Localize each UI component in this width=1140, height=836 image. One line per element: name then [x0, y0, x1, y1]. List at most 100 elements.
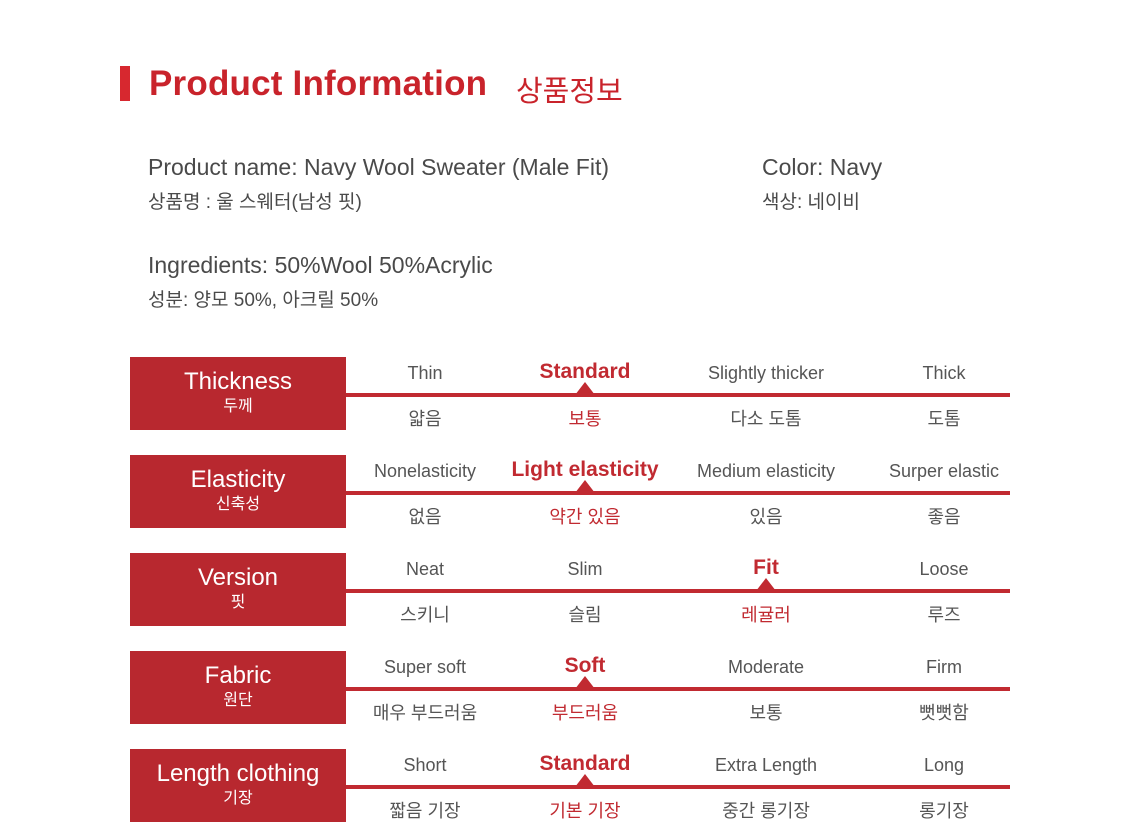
option-label-en: Neat — [405, 559, 445, 579]
scale-option: Firm 뻣뻣함 — [849, 651, 1039, 724]
scale-option: Long 롱기장 — [849, 749, 1039, 822]
option-label-ko: 롱기장 — [919, 801, 969, 821]
attribute-label-en: Elasticity — [190, 466, 286, 493]
option-label-ko: 뻣뻣함 — [919, 703, 969, 723]
option-label-en: Standard — [539, 360, 631, 383]
selected-triangle-icon — [756, 578, 776, 591]
option-label-en: Slim — [567, 559, 603, 579]
product-name-en: Product name: Navy Wool Sweater (Male Fi… — [148, 154, 610, 180]
attribute-label-box: Fabric 원단 — [130, 651, 346, 724]
attribute-label-ko: 두께 — [223, 398, 253, 415]
scale-line — [346, 491, 1010, 495]
selected-triangle-icon — [575, 480, 595, 493]
attribute-label-en: Version — [197, 564, 279, 591]
scale-option: Extra Length 중간 롱기장 — [671, 749, 861, 822]
scale-option: Short 짧음 기장 — [330, 749, 520, 822]
option-label-ko: 부드러움 — [551, 703, 619, 723]
scale-option: Loose 루즈 — [849, 553, 1039, 626]
scale-option-selected: Standard 보통 — [490, 357, 680, 430]
scale-line — [346, 393, 1010, 397]
option-label-en: Light elasticity — [511, 458, 659, 481]
attribute-label-box: Length clothing 기장 — [130, 749, 346, 822]
option-label-ko: 다소 도톰 — [730, 409, 802, 429]
option-label-en: Standard — [539, 752, 631, 775]
scale-option-selected: Light elasticity 약간 있음 — [490, 455, 680, 528]
option-label-en: Fit — [753, 556, 779, 579]
option-label-en: Loose — [919, 559, 969, 579]
option-label-ko: 레귤러 — [741, 605, 791, 625]
page-title-korean: 상품정보 — [516, 76, 623, 108]
color-en: Color: Navy — [762, 154, 883, 180]
scale-option: Nonelasticity 없음 — [330, 455, 520, 528]
option-label-ko: 루즈 — [927, 605, 961, 625]
scale-option: Slim 슬림 — [490, 553, 680, 626]
ingredients-en: Ingredients: 50%Wool 50%Acrylic — [148, 252, 493, 278]
scale-option: Neat 스키니 — [330, 553, 520, 626]
attribute-label-en: Fabric — [204, 662, 272, 689]
option-label-ko: 있음 — [749, 507, 783, 527]
scale-line — [346, 589, 1010, 593]
option-label-ko: 없음 — [408, 507, 442, 527]
option-label-ko: 얇음 — [408, 409, 442, 429]
option-label-en: Extra Length — [714, 755, 818, 775]
scale-option: Medium elasticity 있음 — [671, 455, 861, 528]
attribute-label-en: Length clothing — [156, 760, 320, 787]
selected-triangle-icon — [575, 774, 595, 787]
attribute-label-ko: 신축성 — [215, 496, 261, 513]
option-label-en: Nonelasticity — [373, 461, 477, 481]
option-label-en: Long — [923, 755, 965, 775]
option-label-en: Slightly thicker — [707, 363, 825, 383]
product-name-info: Product name: Navy Wool Sweater (Male Fi… — [148, 154, 609, 214]
scale-option: Super soft 매우 부드러움 — [330, 651, 520, 724]
attribute-row: Thickness 두께 Thin 얇음 Standard 보통 Slightly thic… — [130, 357, 1010, 430]
attribute-label-box: Elasticity 신축성 — [130, 455, 346, 528]
scale-option-selected: Fit 레귤러 — [671, 553, 861, 626]
option-label-ko: 중간 롱기장 — [722, 801, 810, 821]
scale-line — [346, 687, 1010, 691]
scale-option-selected: Soft 부드러움 — [490, 651, 680, 724]
product-name-ko: 상품명 : 울 스웨터(남성 핏) — [148, 192, 362, 213]
option-label-en: Thin — [407, 363, 443, 383]
attribute-label-ko: 핏 — [230, 594, 246, 611]
scale-option: Thick 도톰 — [849, 357, 1039, 430]
option-label-en: Thick — [922, 363, 966, 383]
attribute-label-box: Thickness 두께 — [130, 357, 346, 430]
option-label-en: Medium elasticity — [696, 461, 836, 481]
attribute-row: Length clothing 기장 Short 짧음 기장 Standard 기본 기장… — [130, 749, 1010, 822]
page-title: Product Information — [149, 64, 488, 103]
ingredients-info: Ingredients: 50%Wool 50%Acrylic 성분: 양모 5… — [148, 252, 493, 312]
option-label-en: Super soft — [383, 657, 467, 677]
option-label-ko: 슬림 — [568, 605, 602, 625]
scale-option: Moderate 보통 — [671, 651, 861, 724]
option-label-en: Soft — [564, 654, 606, 677]
selected-triangle-icon — [575, 676, 595, 689]
color-info: Color: Navy 색상: 네이비 — [762, 154, 882, 214]
option-label-ko: 보통 — [568, 409, 602, 429]
option-label-ko: 좋음 — [927, 507, 961, 527]
attribute-label-ko: 기장 — [223, 790, 253, 807]
option-label-en: Short — [403, 755, 447, 775]
option-label-ko: 약간 있음 — [549, 507, 621, 527]
ingredients-ko: 성분: 양모 50%, 아크릴 50% — [148, 290, 379, 311]
attribute-row: Fabric 원단 Super soft 매우 부드러움 Soft 부드러움 Moderat… — [130, 651, 1010, 724]
title-accent-bar — [120, 66, 130, 101]
scale-option-selected: Standard 기본 기장 — [490, 749, 680, 822]
scale-option: Slightly thicker 다소 도톰 — [671, 357, 861, 430]
option-label-ko: 짧음 기장 — [389, 801, 461, 821]
option-label-en: Surper elastic — [888, 461, 1000, 481]
attribute-label-ko: 원단 — [223, 692, 253, 709]
scale-line — [346, 785, 1010, 789]
attribute-row: Elasticity 신축성 Nonelasticity 없음 Light elasti… — [130, 455, 1010, 528]
option-label-ko: 매우 부드러움 — [372, 703, 478, 723]
option-label-ko: 도톰 — [927, 409, 961, 429]
option-label-en: Firm — [926, 657, 962, 677]
option-label-ko: 기본 기장 — [549, 801, 621, 821]
scale-option: Surper elastic 좋음 — [849, 455, 1039, 528]
option-label-ko: 스키니 — [400, 605, 450, 625]
scale-option: Thin 얇음 — [330, 357, 520, 430]
attribute-row: Version 핏 Neat 스키니 Slim 슬림 Fit 레귤러 Loose 루즈 — [130, 553, 1010, 626]
attribute-label-en: Thickness — [183, 368, 293, 395]
option-label-ko: 보통 — [749, 703, 783, 723]
option-label-en: Moderate — [727, 657, 805, 677]
color-ko: 색상: 네이비 — [762, 192, 860, 213]
